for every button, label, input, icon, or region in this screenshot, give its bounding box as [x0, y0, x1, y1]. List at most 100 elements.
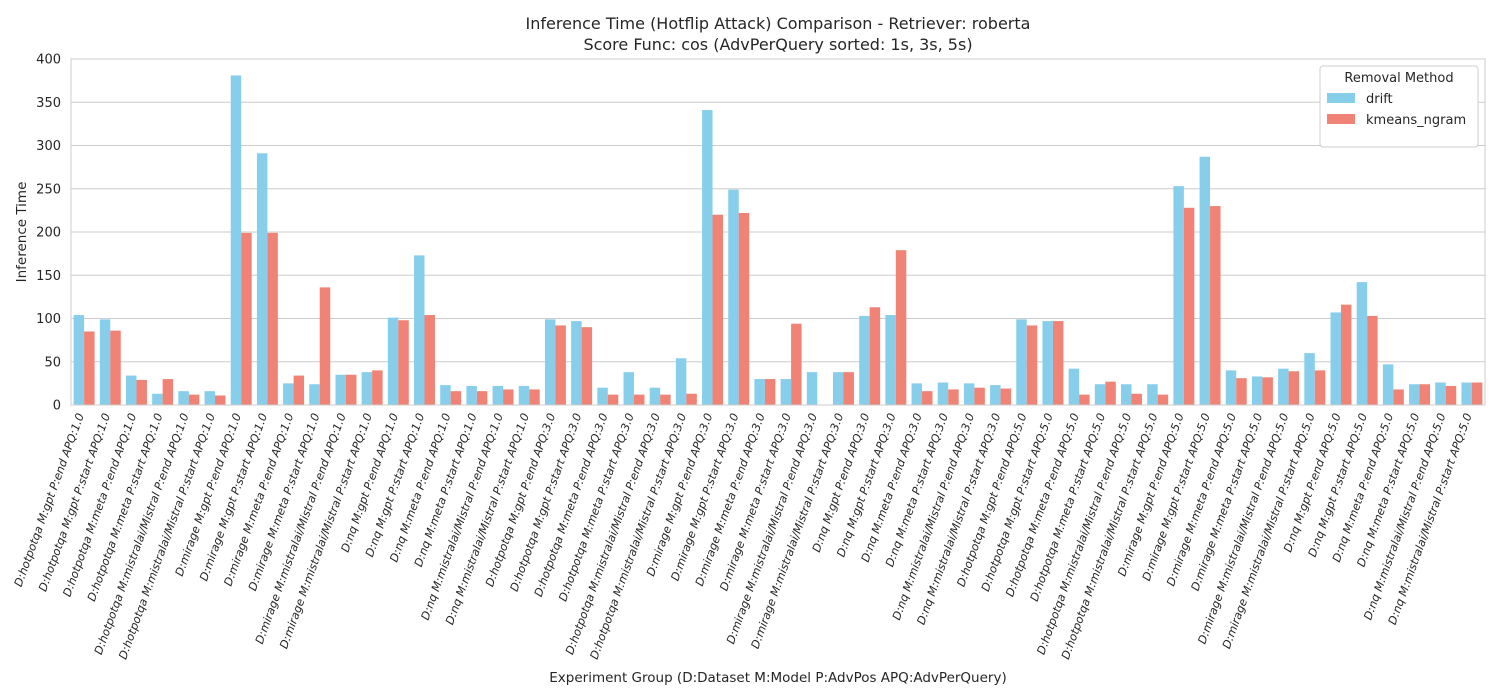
bar-drift: [649, 387, 661, 405]
bar-drift: [1225, 370, 1237, 405]
bar-kmeans-ngram: [1393, 389, 1404, 405]
bar-kmeans-ngram: [1026, 325, 1038, 405]
bar-drift: [937, 382, 949, 405]
bar-drift: [1016, 319, 1027, 405]
bar-drift: [675, 358, 687, 405]
y-tick-labels: 0 50 100 150 200 250 300 350 400: [36, 53, 61, 414]
y-tick-label: 200: [36, 226, 61, 241]
bar-kmeans-ngram: [869, 307, 881, 405]
bar-kmeans-ngram: [1367, 315, 1378, 405]
bar-kmeans-ngram: [1340, 304, 1352, 405]
bar-kmeans-ngram: [686, 393, 697, 405]
bar-kmeans-ngram: [1288, 371, 1300, 405]
bar-kmeans-ngram: [215, 395, 226, 405]
bar-drift: [1251, 376, 1263, 405]
bar-kmeans-ngram: [1210, 206, 1221, 405]
bar-kmeans-ngram: [1236, 378, 1247, 405]
bar-kmeans-ngram: [712, 214, 724, 405]
bar-kmeans-ngram: [895, 250, 907, 405]
bar-kmeans-ngram: [843, 372, 854, 405]
bar-drift: [1068, 368, 1080, 405]
y-tick-label: 0: [53, 399, 61, 414]
y-tick-label: 300: [36, 139, 61, 154]
bar-kmeans-ngram: [764, 379, 776, 405]
bar-kmeans-ngram: [1183, 207, 1195, 405]
bar-drift: [73, 315, 85, 405]
bar-kmeans-ngram: [1000, 388, 1012, 405]
bar-drift: [754, 379, 765, 405]
bar-drift: [1461, 382, 1472, 405]
bar-kmeans-ngram: [1445, 385, 1457, 405]
bar-drift: [1121, 384, 1132, 405]
bar-kmeans-ngram: [948, 389, 959, 405]
bar-kmeans-ngram: [1314, 370, 1326, 405]
bar-kmeans-ngram: [1262, 377, 1273, 405]
plot-frame: [70, 58, 1486, 406]
bar-drift: [963, 383, 975, 405]
bar-kmeans-ngram: [424, 315, 435, 405]
y-tick-label: 350: [36, 96, 61, 111]
bar-kmeans-ngram: [241, 232, 252, 405]
bar-kmeans-ngram: [738, 212, 750, 405]
bar-drift: [256, 153, 268, 405]
bar-kmeans-ngram: [974, 387, 985, 405]
bar-kmeans-ngram: [660, 394, 671, 405]
bar-drift: [728, 189, 739, 405]
bar-kmeans-ngram: [345, 374, 357, 405]
bar-kmeans-ngram: [1471, 382, 1483, 405]
x-axis-label: Experiment Group (D:Dataset M:Model P:Ad…: [549, 670, 1006, 686]
bar-drift: [414, 255, 425, 405]
bar-drift: [204, 391, 216, 405]
bar-kmeans-ngram: [1157, 394, 1169, 405]
bar-kmeans-ngram: [476, 391, 488, 405]
bar-kmeans-ngram: [555, 325, 566, 405]
bars: [73, 75, 1483, 405]
bar-drift: [387, 317, 399, 405]
bar-drift: [1382, 364, 1394, 405]
bar-drift: [335, 374, 346, 405]
bar-drift: [1173, 186, 1184, 405]
bar-drift: [571, 321, 582, 405]
bar-drift: [1356, 282, 1368, 405]
bar-kmeans-ngram: [162, 379, 174, 405]
bar-drift: [309, 384, 320, 405]
bar-drift: [1435, 382, 1446, 405]
bar-drift: [1147, 384, 1158, 405]
bar-kmeans-ngram: [633, 394, 645, 405]
legend-label-kmeans-ngram: kmeans_ngram: [1366, 113, 1466, 128]
bar-kmeans-ngram: [319, 287, 331, 405]
bar-kmeans-ngram: [110, 330, 121, 405]
bar-kmeans-ngram: [398, 320, 409, 405]
legend-label-drift: drift: [1366, 92, 1393, 107]
y-tick-label: 150: [36, 269, 61, 284]
bar-drift: [1278, 368, 1289, 405]
bar-kmeans-ngram: [922, 391, 933, 405]
bar-drift: [152, 393, 163, 405]
bar-drift: [230, 75, 242, 405]
y-tick-label: 100: [36, 312, 61, 327]
y-axis-label: Inference Time: [14, 182, 30, 283]
bar-kmeans-ngram: [450, 391, 462, 405]
bar-kmeans-ngram: [1105, 381, 1116, 405]
legend-title: Removal Method: [1344, 71, 1453, 86]
bar-drift: [859, 315, 870, 405]
bar-drift: [544, 319, 556, 405]
bar-kmeans-ngram: [1419, 384, 1431, 405]
bar-drift: [178, 391, 189, 405]
bar-drift: [885, 315, 896, 405]
bar-kmeans-ngram: [267, 232, 278, 405]
bar-kmeans-ngram: [188, 394, 200, 405]
bar-drift: [1304, 353, 1315, 405]
chart-subtitle: Score Func: cos (AdvPerQuery sorted: 1s,…: [583, 35, 972, 54]
bar-drift: [440, 385, 451, 405]
bar-drift: [597, 387, 608, 405]
bar-kmeans-ngram: [372, 370, 383, 405]
y-tick-label: 250: [36, 182, 61, 197]
chart-title: Inference Time (Hotflip Attack) Comparis…: [526, 14, 1031, 33]
bar-drift: [518, 385, 530, 405]
bar-drift: [623, 372, 634, 405]
bar-kmeans-ngram: [1079, 394, 1090, 405]
legend-swatch-drift: [1327, 93, 1355, 103]
bar-drift: [283, 383, 294, 405]
